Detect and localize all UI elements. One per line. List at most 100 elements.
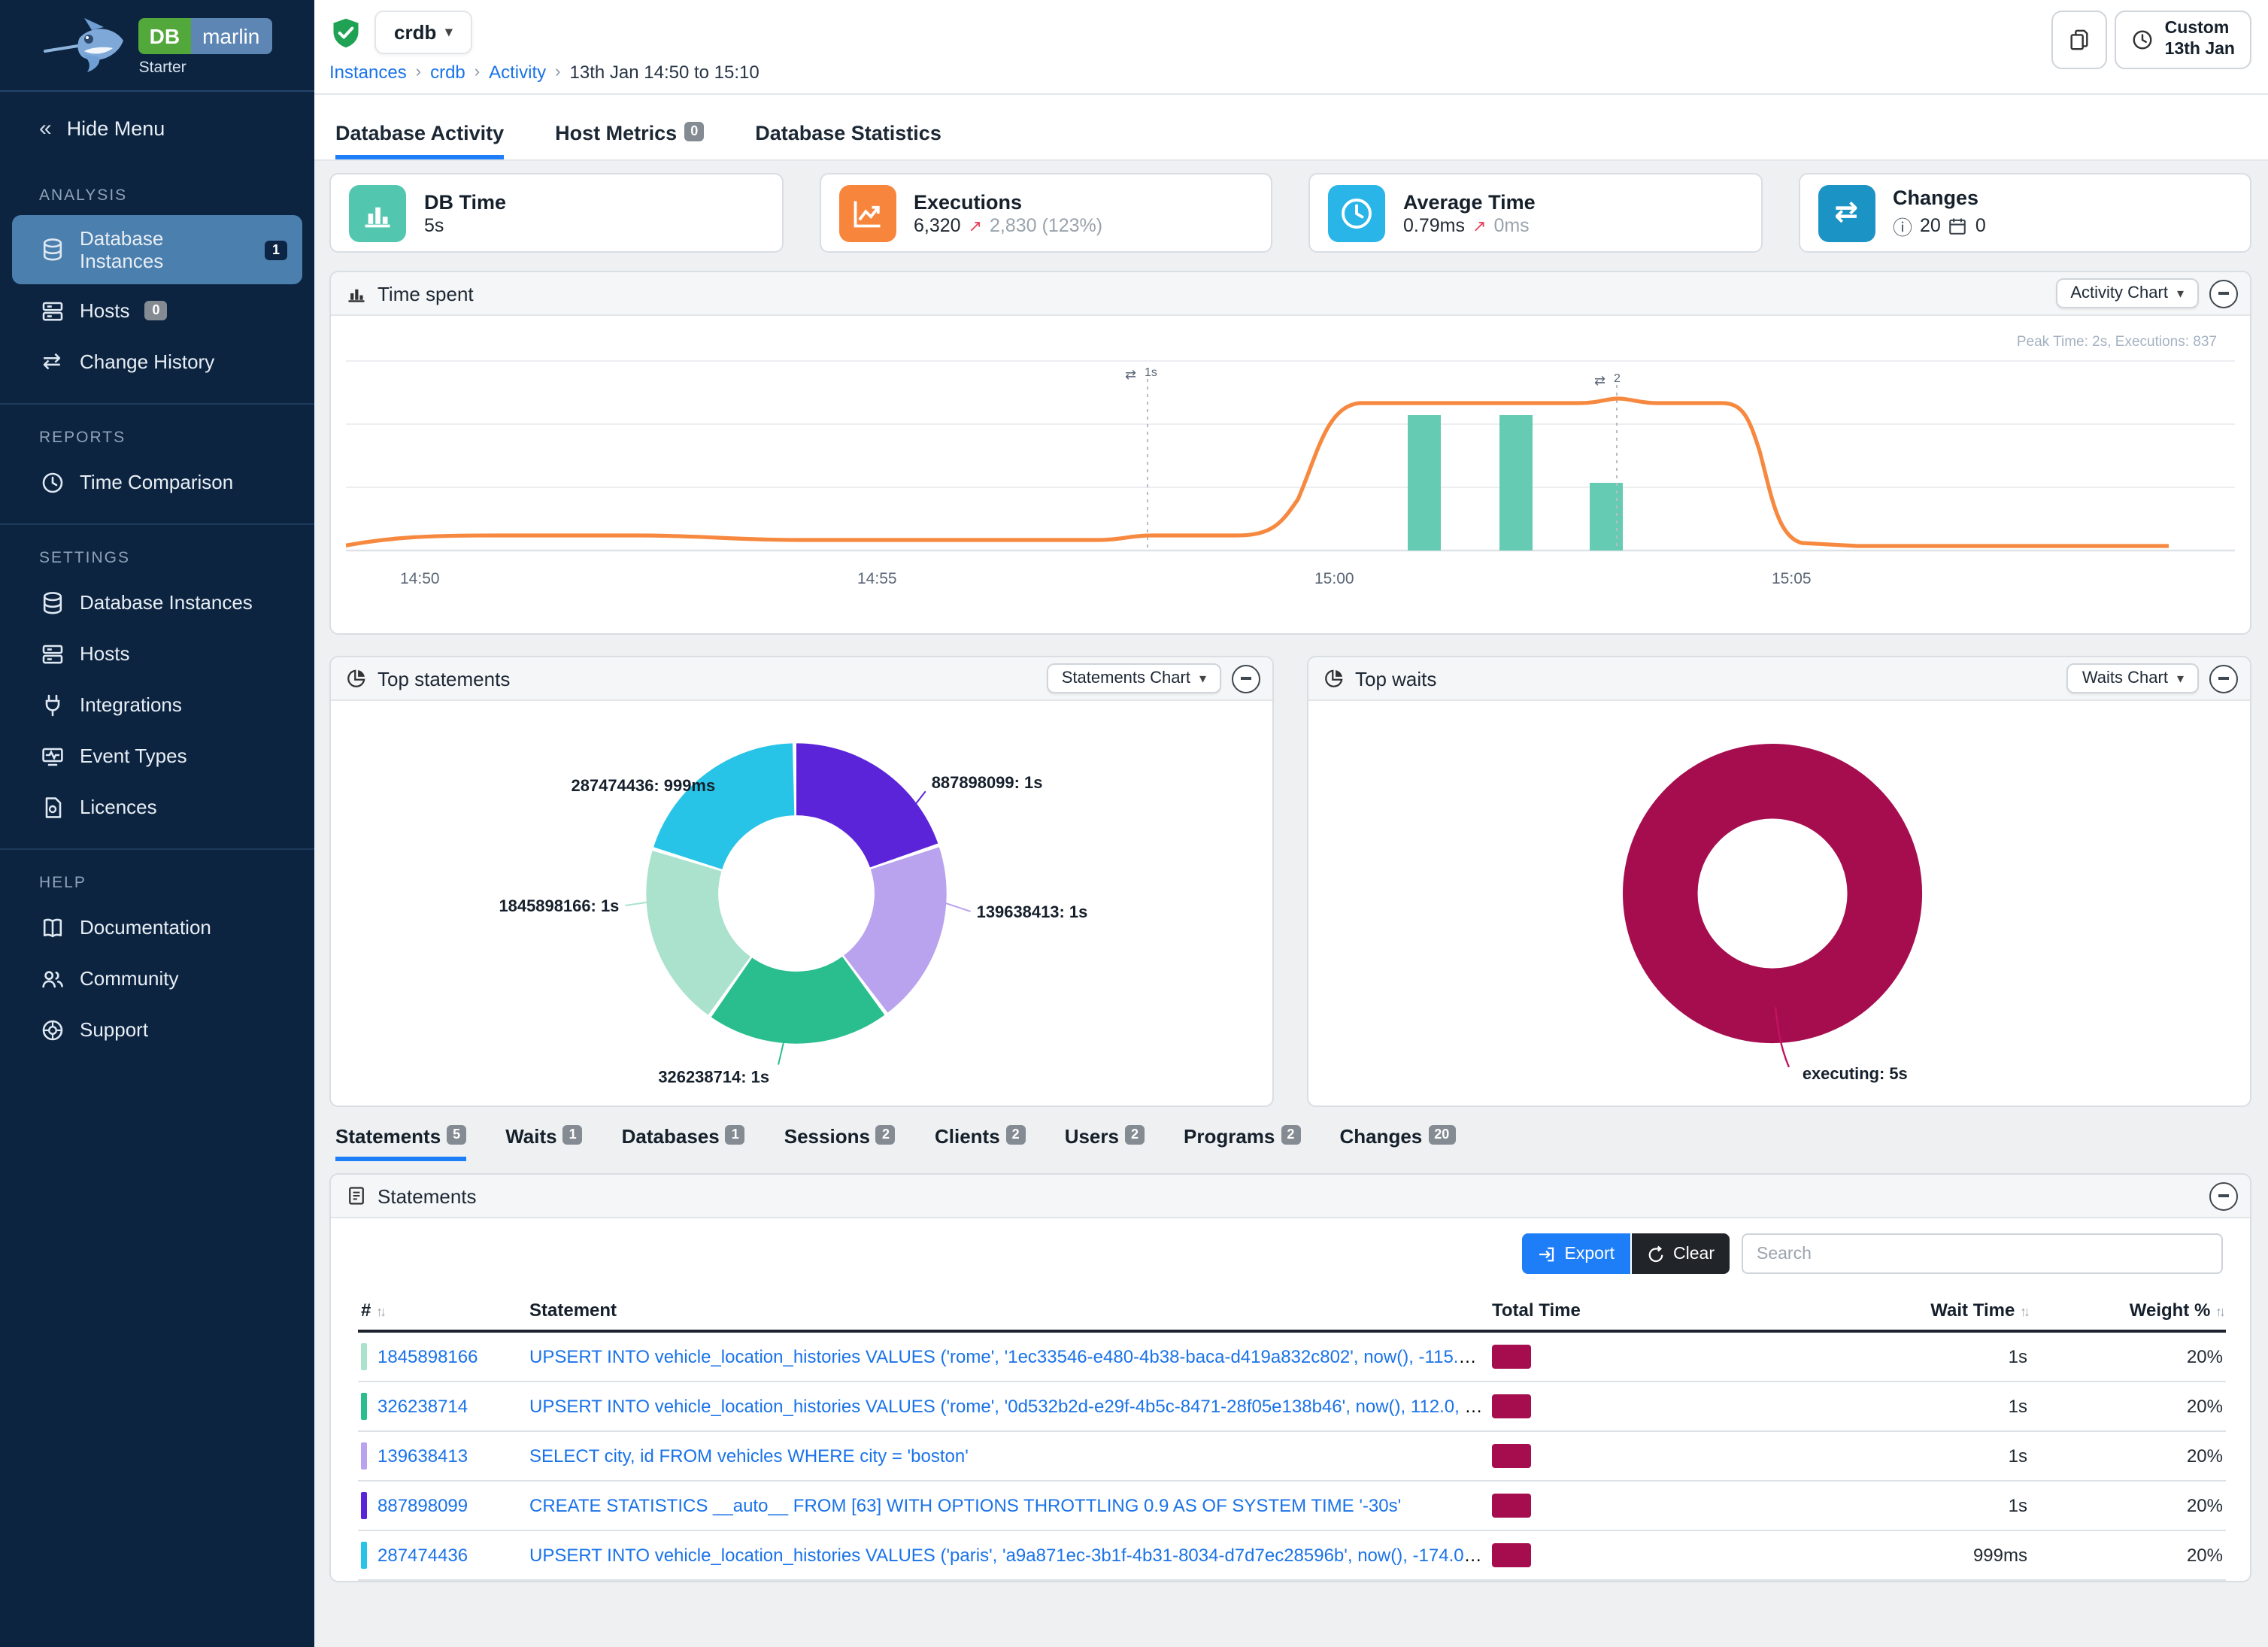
clear-button[interactable]: Clear [1631, 1233, 1730, 1274]
wait-time-value: 999ms [1805, 1530, 2030, 1581]
database-icon [39, 237, 65, 262]
search-input[interactable] [1742, 1233, 2223, 1274]
activity-bar[interactable] [1590, 483, 1623, 551]
tab-programs[interactable]: Programs 2 [1184, 1125, 1301, 1157]
time-range-mode: Custom [2164, 20, 2230, 38]
statement-id-link[interactable]: 1845898166 [377, 1346, 478, 1367]
tab-database-activity[interactable]: Database Activity [335, 122, 505, 159]
sort-arrows-icon: ↑↓ [2020, 1304, 2030, 1319]
activity-chart-selector[interactable]: Activity Chart ▾ [2055, 278, 2199, 308]
count-badge: 2 [1005, 1125, 1026, 1145]
change-marker-label: 1s [1145, 366, 1157, 379]
collapse-panel-button[interactable] [2209, 1181, 2238, 1210]
breadcrumb-link-instances[interactable]: Instances [329, 62, 407, 83]
sidebar-item-event-types[interactable]: Event Types [12, 731, 302, 781]
instance-selector[interactable]: crdb ▾ [374, 11, 472, 54]
double-chevron-left-icon: « [39, 116, 52, 141]
statement-id-link[interactable]: 287474436 [377, 1545, 468, 1566]
count-badge: 2 [875, 1125, 896, 1145]
statement-id-link[interactable]: 139638413 [377, 1445, 468, 1467]
sidebar-item-licences[interactable]: Licences [12, 782, 302, 832]
statement-id-link[interactable]: 887898099 [377, 1495, 468, 1516]
total-time-bar [1492, 1345, 1531, 1369]
sidebar-item-change-history[interactable]: ⇄ Change History [12, 337, 302, 387]
donut-segment-139638413[interactable] [646, 743, 947, 1044]
count-badge: 1 [562, 1125, 583, 1145]
topbar: crdb ▾ Instances › crdb › Activity › 13t… [314, 0, 2268, 95]
hide-menu-button[interactable]: « Hide Menu [0, 92, 314, 162]
wait-time-value: 1s [1805, 1481, 2030, 1531]
tab-statements[interactable]: Statements 5 [335, 1125, 467, 1161]
activity-bar[interactable] [1499, 415, 1533, 551]
tab-waits[interactable]: Waits 1 [505, 1125, 583, 1157]
table-row: 887898099 CREATE STATISTICS __auto__ FRO… [358, 1481, 2226, 1531]
collapse-panel-button[interactable] [2209, 279, 2238, 308]
collapse-panel-button[interactable] [1232, 664, 1260, 693]
column-header-statement[interactable]: Statement [526, 1291, 1489, 1333]
database-icon [39, 590, 65, 615]
statement-link[interactable]: UPSERT INTO vehicle_location_histories V… [529, 1346, 1489, 1367]
column-header-num[interactable]: # ↑↓ [358, 1291, 526, 1333]
top-statements-chart: 287474436: 999ms 887898099: 1s 184589816… [331, 701, 1272, 1106]
breadcrumb-link-activity[interactable]: Activity [489, 62, 547, 83]
count-badge: 2 [1124, 1125, 1145, 1145]
tab-users[interactable]: Users 2 [1065, 1125, 1145, 1157]
breadcrumb-separator: › [415, 63, 422, 81]
copy-link-button[interactable] [2051, 11, 2108, 69]
calendar-icon [1948, 217, 1968, 236]
sidebar-item-community[interactable]: Community [12, 954, 302, 1003]
statement-link[interactable]: UPSERT INTO vehicle_location_histories V… [529, 1545, 1489, 1566]
export-button[interactable]: Export [1522, 1233, 1630, 1274]
event-monitor-icon [39, 743, 65, 769]
chevron-down-icon: ▾ [2176, 670, 2184, 685]
statements-chart-selector[interactable]: Statements Chart ▾ [1046, 663, 1221, 693]
donut-segment-1845898166[interactable] [637, 734, 956, 1053]
statement-link[interactable]: SELECT city, id FROM vehicles WHERE city… [529, 1445, 969, 1467]
tab-database-statistics[interactable]: Database Statistics [755, 122, 941, 159]
sidebar-item-hosts-settings[interactable]: Hosts [12, 629, 302, 678]
sidebar-item-hosts[interactable]: Hosts 0 [12, 286, 302, 335]
sidebar-item-database-instances-settings[interactable]: Database Instances [12, 578, 302, 627]
sidebar-item-documentation[interactable]: Documentation [12, 902, 302, 952]
sidebar-item-label: Integrations [80, 693, 182, 716]
sidebar-section-settings: SETTINGS Database Instances Hosts Integr… [0, 525, 314, 850]
sidebar-section-analysis: ANALYSIS Database Instances 1 Hosts 0 ⇄ … [0, 162, 314, 405]
undo-icon [1646, 1245, 1664, 1263]
tab-label: Waits [505, 1125, 557, 1148]
sidebar-item-integrations[interactable]: Integrations [12, 680, 302, 729]
column-header-weight[interactable]: Weight % ↑↓ [2030, 1291, 2226, 1333]
tab-clients[interactable]: Clients 2 [935, 1125, 1026, 1157]
tab-label: Statements [335, 1125, 441, 1148]
dbmarlin-logo: DB marlin [138, 17, 272, 53]
detail-tabbar: Statements 5 Waits 1 Databases 1 Session… [335, 1125, 2248, 1170]
kpi-db-time: DB Time 5s [329, 173, 783, 253]
tab-sessions[interactable]: Sessions 2 [784, 1125, 896, 1157]
statements-panel: Statements Export Clear [329, 1173, 2251, 1582]
statements-table: # ↑↓ Statement Total Time Wait Time ↑↓ W… [358, 1291, 2226, 1581]
panel-title: Statements [377, 1184, 477, 1207]
breadcrumb-link-crdb[interactable]: crdb [430, 62, 465, 83]
donut-label-887898099: 887898099: 1s [932, 773, 1043, 792]
sidebar-item-database-instances[interactable]: Database Instances 1 [12, 215, 302, 284]
collapse-panel-button[interactable] [2209, 664, 2238, 693]
statement-link[interactable]: CREATE STATISTICS __auto__ FROM [63] WIT… [529, 1495, 1402, 1516]
donut-label-executing: executing: 5s [1803, 1064, 1908, 1083]
column-header-wait-time[interactable]: Wait Time ↑↓ [1805, 1291, 2030, 1333]
donut-segment-executing[interactable] [1622, 744, 1923, 1044]
sidebar-item-support[interactable]: Support [12, 1005, 302, 1054]
kpi-value: 6,320 [914, 215, 961, 237]
time-range-button[interactable]: Custom 13th Jan [2115, 11, 2251, 69]
column-header-total-time[interactable]: Total Time [1489, 1291, 1805, 1333]
waits-chart-selector[interactable]: Waits Chart ▾ [2066, 663, 2199, 693]
weight-value: 20% [2030, 1530, 2226, 1581]
statement-id-link[interactable]: 326238714 [377, 1396, 468, 1417]
tab-host-metrics[interactable]: Host Metrics 0 [555, 122, 705, 159]
activity-bar[interactable] [1408, 415, 1441, 551]
total-time-bar [1492, 1444, 1531, 1468]
tab-changes[interactable]: Changes 20 [1339, 1125, 1456, 1157]
sidebar-item-time-comparison[interactable]: Time Comparison [12, 457, 302, 507]
tab-databases[interactable]: Databases 1 [622, 1125, 745, 1157]
statements-donut-svg: 287474436: 999ms 887898099: 1s 184589816… [499, 734, 1087, 1087]
statement-link[interactable]: UPSERT INTO vehicle_location_histories V… [529, 1396, 1489, 1417]
sidebar-item-label: Time Comparison [80, 471, 234, 493]
